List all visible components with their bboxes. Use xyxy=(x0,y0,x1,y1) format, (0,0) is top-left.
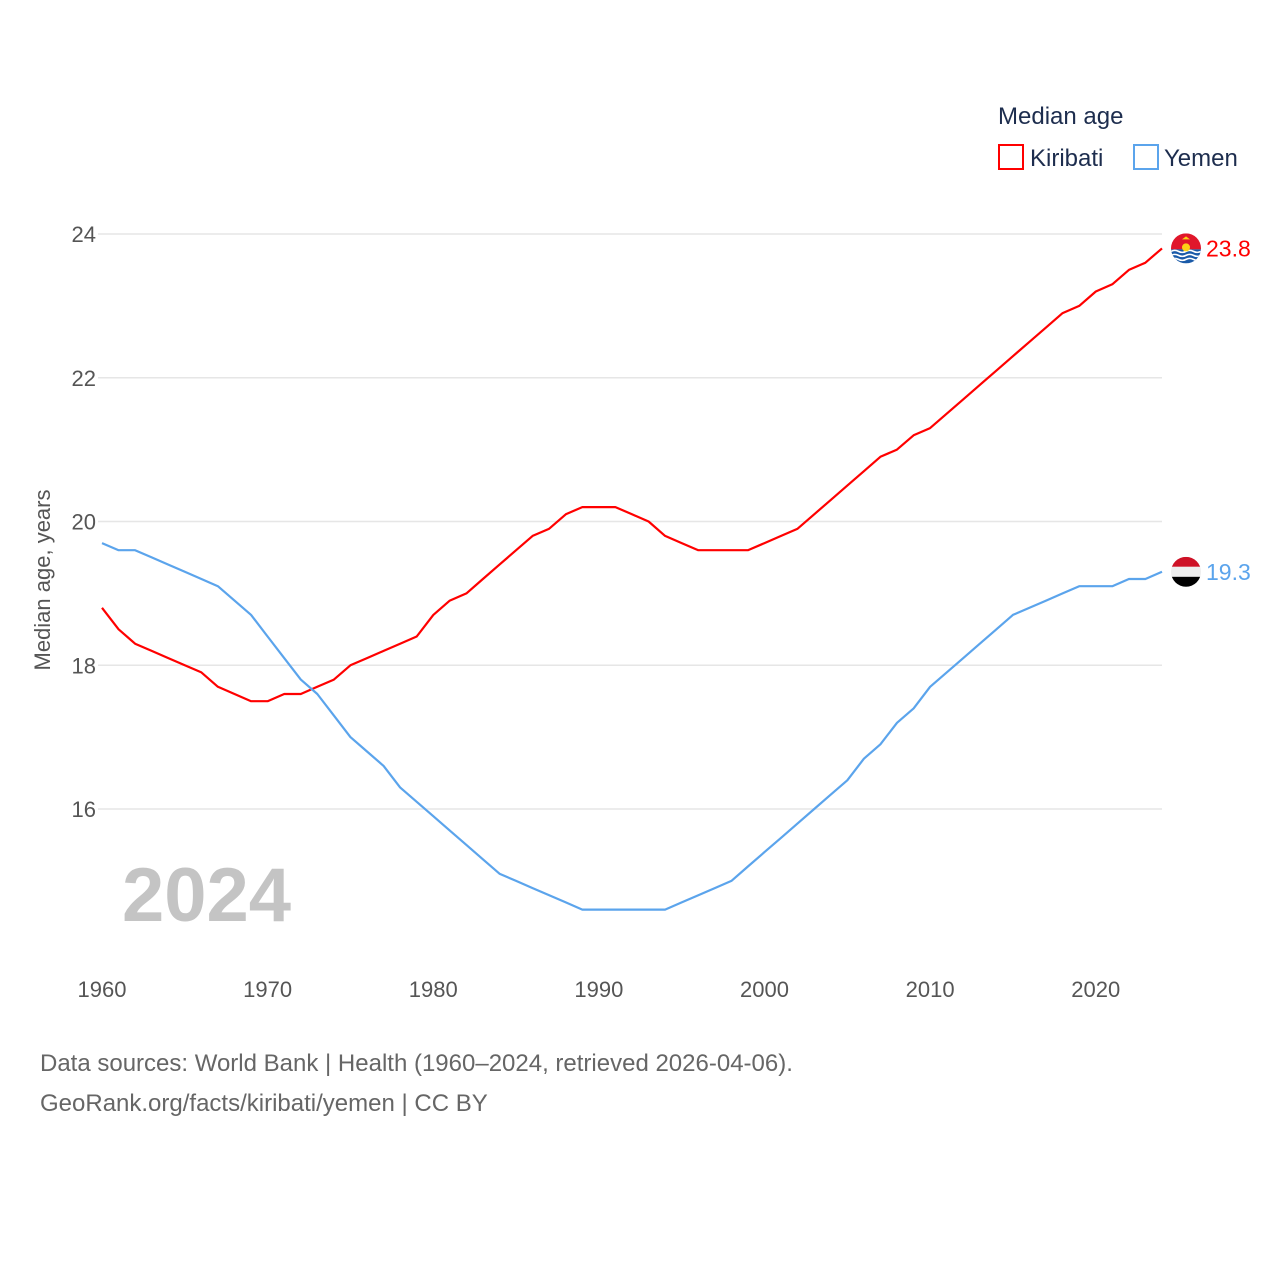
y-axis-label: Median age, years xyxy=(30,490,55,671)
end-value-label-kiribati: 23.8 xyxy=(1206,235,1251,261)
legend-label-yemen: Yemen xyxy=(1164,145,1238,172)
gridlines xyxy=(98,233,1162,810)
flag-sun xyxy=(1182,243,1190,252)
flag-black xyxy=(1171,576,1201,587)
series-line-kiribati xyxy=(101,247,1163,703)
y-axis-ticks: 16 18 20 22 24 xyxy=(72,222,96,822)
data-source-text: Data sources: World Bank | Health (1960–… xyxy=(40,1050,793,1077)
flag-red xyxy=(1171,556,1201,567)
x-axis-ticks: 1960 1970 1980 1990 2000 2010 2020 xyxy=(78,977,1121,1002)
end-labels: 23.8 19.3 xyxy=(1171,233,1251,587)
x-tick-label: 1980 xyxy=(409,977,458,1002)
x-tick-label: 2020 xyxy=(1071,977,1120,1002)
kiribati-flag-icon xyxy=(1171,233,1201,264)
flag-wave xyxy=(1171,253,1201,258)
end-value-label-yemen: 19.3 xyxy=(1206,559,1251,585)
x-tick-label: 2010 xyxy=(906,977,955,1002)
flag-white xyxy=(1171,566,1201,577)
flag-body xyxy=(1171,233,1201,264)
legend-swatch-yemen xyxy=(1133,144,1159,170)
current-year-watermark: 2024 xyxy=(122,853,291,938)
x-tick-label: 1970 xyxy=(243,977,292,1002)
yemen-flag-icon xyxy=(1171,556,1201,587)
legend-swatch-kiribati xyxy=(998,144,1024,170)
footer: Data sources: World Bank | Health (1960–… xyxy=(40,1044,793,1124)
legend-item-kiribati[interactable]: Kiribati xyxy=(998,144,1103,172)
source-link[interactable]: GeoRank.org/facts/kiribati/yemen | CC BY xyxy=(40,1090,488,1117)
legend-label-kiribati: Kiribati xyxy=(1030,145,1103,172)
x-tick-label: 2000 xyxy=(740,977,789,1002)
y-tick-label: 16 xyxy=(72,797,96,822)
series-line-yemen xyxy=(101,542,1163,911)
legend-item-yemen[interactable]: Yemen xyxy=(1133,144,1238,172)
flag-red xyxy=(1171,233,1201,250)
y-tick-label: 22 xyxy=(72,366,96,391)
legend-title: Median age xyxy=(998,103,1123,130)
flag-body xyxy=(1171,556,1201,587)
y-tick-label: 24 xyxy=(72,222,96,247)
flag-bird xyxy=(1182,236,1190,240)
y-tick-label: 18 xyxy=(72,653,96,678)
x-tick-label: 1990 xyxy=(574,977,623,1002)
x-tick-label: 1960 xyxy=(78,977,127,1002)
y-tick-label: 20 xyxy=(72,510,96,535)
series-lines xyxy=(101,247,1163,911)
